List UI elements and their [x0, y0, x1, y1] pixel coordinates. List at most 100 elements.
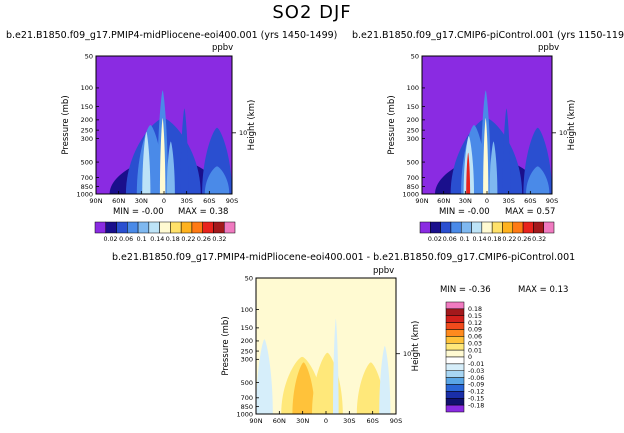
field-contour: [333, 318, 339, 414]
colorbar-swatch: [445, 301, 465, 310]
y-tick-label: 100: [407, 84, 419, 92]
y-tick-label: 150: [81, 103, 93, 111]
field-contour: [166, 141, 175, 194]
y-tick-label: 50: [245, 274, 253, 282]
y-tick-label: 300: [81, 135, 93, 143]
colorbar-swatch: [445, 370, 465, 378]
colorbar-label: 0.01: [468, 347, 482, 354]
field-contour: [356, 362, 385, 414]
field-contour: [526, 166, 550, 194]
x-tick-label: 90S: [390, 417, 402, 425]
x-tick-label: 30N: [296, 417, 309, 425]
y-tick-label: 200: [407, 116, 419, 124]
y-tick-label: 850: [241, 403, 253, 411]
y-tick-label: 250: [407, 126, 419, 134]
panel-1-max: MAX = 0.38: [178, 207, 229, 217]
right-axis-label: Height (km): [247, 100, 257, 151]
colorbar-swatch: [445, 398, 465, 406]
colorbar-swatch: [223, 221, 236, 234]
x-tick-label: 30S: [343, 417, 355, 425]
x-tick-label: 0: [485, 197, 489, 205]
colorbar-label: -0.09: [468, 382, 484, 389]
field-contour: [292, 362, 315, 414]
colorbar-swatch: [543, 221, 555, 234]
y-tick-label: 150: [407, 103, 419, 111]
right-tick-label: 10: [239, 129, 247, 137]
colorbar-swatch: [445, 363, 465, 371]
panel-1-units: ppbv: [212, 43, 234, 53]
x-tick-label: 60S: [203, 197, 215, 205]
x-tick-label: 60N: [437, 197, 450, 205]
colorbar-swatch: [445, 377, 465, 385]
colorbar-swatch: [445, 308, 465, 316]
y-tick-label: 250: [81, 126, 93, 134]
colorbar-swatch: [445, 391, 465, 399]
colorbar-swatch: [445, 315, 465, 323]
colorbar-swatch: [445, 329, 465, 337]
colorbar-label: 0.06: [468, 334, 482, 341]
colorbar-label: 0.26: [197, 236, 211, 243]
y-tick-label: 1000: [236, 410, 253, 418]
colorbar-swatch: [445, 349, 465, 358]
y-tick-label: 500: [81, 158, 93, 166]
x-tick-label: 60N: [273, 417, 286, 425]
colorbar-label: 0.06: [443, 236, 457, 243]
field-contour: [502, 108, 511, 194]
colorbar-label: -0.06: [468, 375, 484, 382]
colorbar-label: 0.26: [517, 236, 531, 243]
y-tick-label: 500: [241, 379, 253, 387]
colorbar-label: 0.03: [468, 340, 482, 347]
colorbar-label: 0.18: [487, 236, 501, 243]
colorbar-swatch: [445, 343, 465, 351]
colorbar-label: 0.02: [428, 236, 442, 243]
panel-3-title: b.e21.B1850.f09_g17.PMIP4-midPliocene-eo…: [112, 252, 576, 263]
colorbar-swatch: [445, 322, 465, 330]
colorbar-label: -0.03: [468, 368, 484, 375]
figure-title: SO2 DJF: [272, 2, 352, 23]
y-axis-label: Pressure (mb): [387, 95, 397, 154]
y-tick-label: 1000: [76, 190, 93, 198]
y-tick-label: 850: [81, 183, 93, 191]
panel-2-title: b.e21.B1850.f09_g17.CMIP6-piControl.001 …: [352, 30, 624, 41]
x-tick-label: 90S: [546, 197, 558, 205]
colorbar-label: 0.06: [119, 236, 133, 243]
colorbar-label: 0.32: [532, 236, 546, 243]
right-axis-label: Height (km): [567, 100, 577, 151]
right-tick-label: 10: [403, 350, 411, 358]
panel-2-units: ppbv: [538, 43, 560, 53]
field-contour: [379, 346, 391, 414]
x-tick-label: 60N: [112, 197, 125, 205]
field-contour: [256, 339, 273, 414]
panel-3-max: MAX = 0.13: [518, 285, 569, 295]
colorbar-swatch: [445, 336, 465, 344]
colorbar-label: 0.09: [468, 327, 482, 334]
x-tick-label: 30S: [502, 197, 514, 205]
panel-2-max: MAX = 0.57: [505, 207, 556, 217]
y-tick-label: 100: [81, 84, 93, 92]
panel-3-min: MIN = -0.36: [440, 285, 491, 295]
y-tick-label: 700: [81, 174, 93, 182]
field-contour: [489, 141, 498, 194]
colorbar-0: 0.02 0.06 0.1 0.14 0.18 0.22 0.26 0.32: [94, 221, 236, 243]
field-contour: [180, 108, 189, 194]
y-tick-label: 500: [407, 158, 419, 166]
colorbar-label: 0.1: [460, 236, 470, 243]
colorbar-label: 0.14: [473, 236, 487, 243]
colorbar-label: 0.15: [468, 313, 482, 320]
x-tick-label: 90N: [415, 197, 428, 205]
colorbar-label: -0.01: [468, 361, 484, 368]
y-tick-label: 300: [241, 356, 253, 364]
panel-3-units: ppbv: [373, 266, 395, 276]
field-contour: [142, 131, 151, 194]
x-tick-label: 30N: [135, 197, 148, 205]
colorbar-label: -0.18: [468, 402, 484, 409]
y-tick-label: 250: [241, 347, 253, 355]
colorbar-label: 0.1: [137, 236, 147, 243]
right-axis-label: Height (km): [411, 321, 421, 372]
colorbar-label: -0.15: [468, 395, 484, 402]
x-tick-label: 60S: [524, 197, 536, 205]
y-axis-label: Pressure (mb): [221, 316, 231, 375]
y-tick-label: 200: [81, 116, 93, 124]
y-tick-label: 300: [407, 135, 419, 143]
